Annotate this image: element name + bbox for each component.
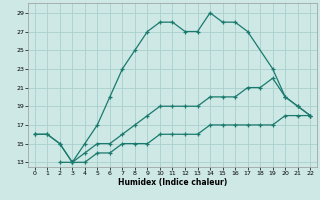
X-axis label: Humidex (Indice chaleur): Humidex (Indice chaleur) xyxy=(118,178,227,187)
